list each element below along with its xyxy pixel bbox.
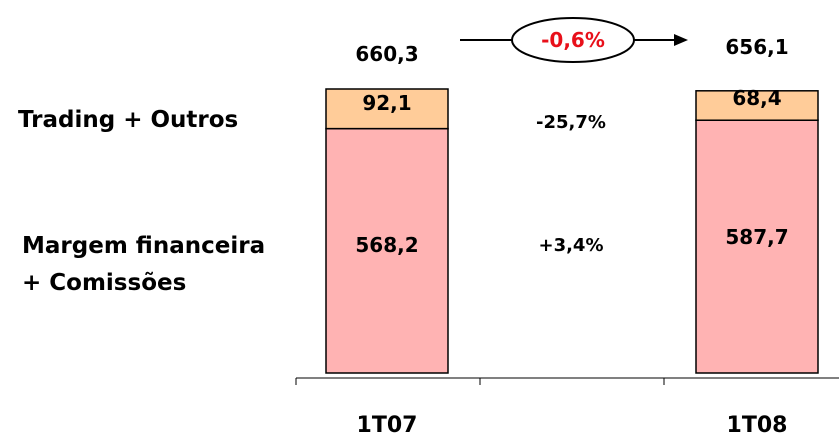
bar-segment-margem-1T07	[325, 127, 449, 374]
growth-label: -0,6%	[541, 28, 605, 52]
data-label-margem-1T07: 568,2	[355, 233, 418, 257]
bar-segment-margem-1T08	[695, 119, 819, 374]
growth-ellipse	[511, 17, 635, 63]
category-label-1T07: 1T07	[357, 413, 418, 438]
total-label-1T07: 660,3	[355, 42, 418, 66]
series-label-margem-line2: + Comissões	[22, 270, 186, 296]
series-label-trading: Trading + Outros	[18, 107, 238, 133]
bar-segment-trading-1T08	[695, 90, 819, 121]
change-label-trading: -25,7%	[536, 112, 606, 133]
data-label-trading-1T07: 92,1	[362, 91, 411, 115]
series-label-margem-line1: Margem financeira	[22, 233, 265, 259]
x-axis	[295, 377, 839, 385]
change-label-margem: +3,4%	[538, 235, 603, 256]
total-label-1T08: 656,1	[725, 35, 788, 59]
category-label-1T08: 1T08	[727, 413, 788, 438]
data-label-trading-1T08: 68,4	[732, 86, 781, 110]
bars-group: 568,2 92,1 587,7 68,4	[325, 86, 819, 374]
bar-segment-trading-1T07	[325, 88, 449, 130]
growth-arrow-head	[674, 34, 688, 46]
data-label-margem-1T08: 587,7	[725, 225, 788, 249]
